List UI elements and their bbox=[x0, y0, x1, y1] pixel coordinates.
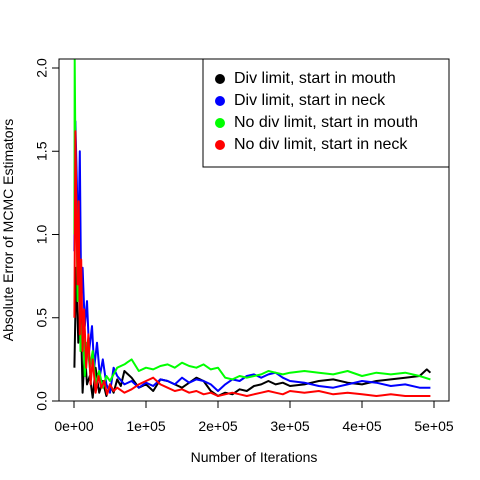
legend-label: No div limit, start in neck bbox=[234, 136, 408, 153]
legend-marker bbox=[215, 140, 225, 150]
y-tick-label: 0.5 bbox=[34, 308, 50, 328]
series-layer bbox=[73, 58, 432, 399]
y-tick-label: 0.0 bbox=[34, 391, 50, 411]
legend-label: No div limit, start in mouth bbox=[234, 114, 418, 131]
legend-box bbox=[202, 58, 450, 168]
legend: Div limit, start in mouth Div limit, star… bbox=[202, 58, 450, 168]
x-tick-label: 4e+05 bbox=[342, 418, 382, 434]
series-line-4 bbox=[73, 130, 431, 397]
legend-label: Div limit, start in neck bbox=[234, 92, 386, 109]
x-tick-label: 0e+00 bbox=[54, 418, 94, 434]
x-tick-label: 5e+05 bbox=[414, 418, 454, 434]
series-line-1 bbox=[73, 266, 432, 399]
legend-marker bbox=[215, 118, 225, 128]
x-tick-label: 3e+05 bbox=[270, 418, 310, 434]
x-axis: 0e+00 1e+05 2e+05 3e+05 4e+05 5e+05 bbox=[54, 400, 454, 434]
y-axis: 0.0 0.5 1.0 1.5 2.0 bbox=[34, 58, 60, 411]
legend-marker bbox=[215, 96, 225, 106]
y-tick-label: 2.0 bbox=[34, 58, 50, 78]
y-axis-label: Absolute Error of MCMC Estimators bbox=[0, 119, 16, 342]
x-tick-label: 1e+05 bbox=[126, 418, 166, 434]
y-tick-label: 1.0 bbox=[34, 225, 50, 245]
legend-marker bbox=[215, 74, 225, 84]
x-tick-label: 2e+05 bbox=[198, 418, 238, 434]
y-tick-label: 1.5 bbox=[34, 141, 50, 161]
x-axis-label: Number of Iterations bbox=[191, 449, 318, 465]
legend-label: Div limit, start in mouth bbox=[234, 70, 396, 87]
